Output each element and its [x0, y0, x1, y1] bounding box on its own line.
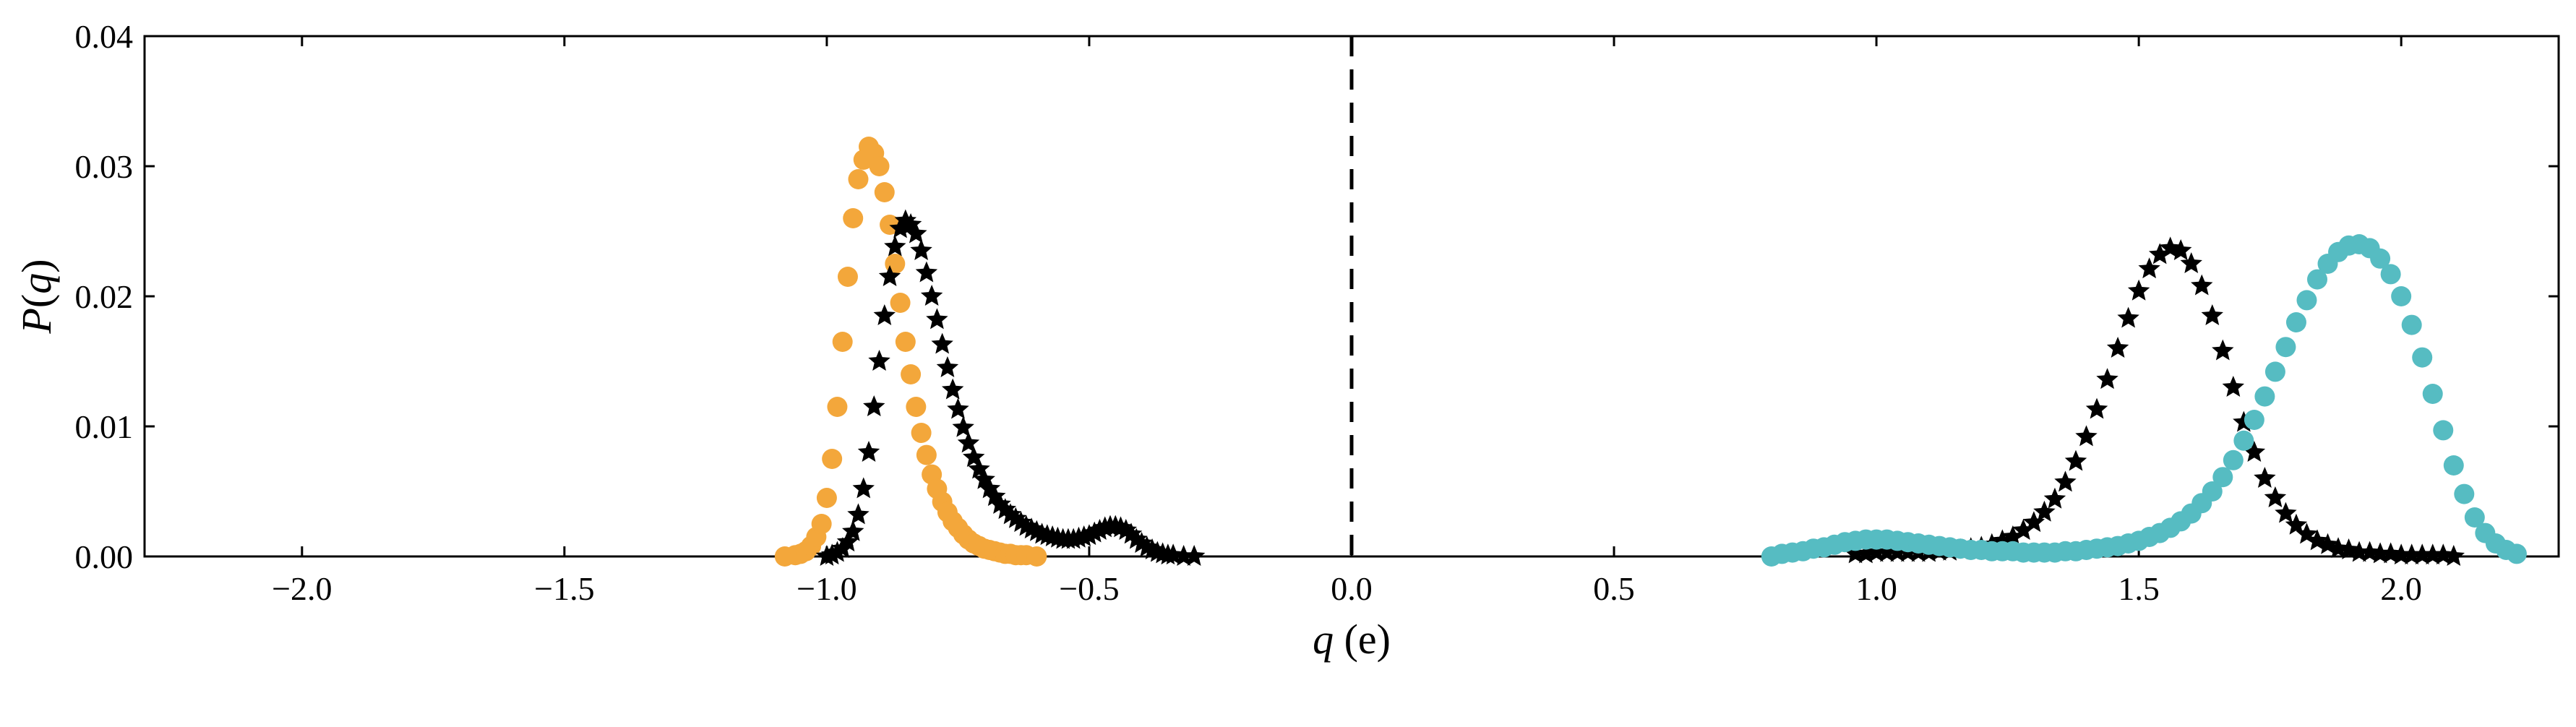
series-black-stars-left	[816, 210, 1206, 566]
svg-text:−1.0: −1.0	[797, 570, 856, 607]
svg-text:q (e): q (e)	[1313, 616, 1391, 663]
svg-text:2.0: 2.0	[2380, 570, 2422, 607]
series-black-stars-right	[1845, 236, 2465, 566]
svg-text:1.5: 1.5	[2118, 570, 2160, 607]
svg-text:P(q): P(q)	[14, 259, 60, 334]
chart-svg: −2.0 −1.5 −1.0 −0.5 0.0 0.5 1.0 1.5 2.0 0.00 0.01 0…	[14, 14, 2576, 713]
probability-distribution-chart: −2.0 −1.5 −1.0 −0.5 0.0 0.5 1.0 1.5 2.0 0.00 0.01 0…	[14, 14, 2562, 713]
svg-text:−1.5: −1.5	[534, 570, 594, 607]
svg-text:−2.0: −2.0	[272, 570, 332, 607]
svg-text:0.03: 0.03	[75, 148, 134, 185]
svg-text:0.00: 0.00	[75, 538, 134, 575]
series-teal-circles	[1761, 234, 2527, 567]
svg-text:−0.5: −0.5	[1059, 570, 1119, 607]
svg-text:0.02: 0.02	[75, 278, 134, 315]
svg-text:0.0: 0.0	[1331, 570, 1373, 607]
svg-text:0.04: 0.04	[75, 18, 134, 55]
svg-text:0.5: 0.5	[1593, 570, 1635, 607]
svg-text:0.01: 0.01	[75, 408, 134, 445]
svg-text:1.0: 1.0	[1855, 570, 1897, 607]
